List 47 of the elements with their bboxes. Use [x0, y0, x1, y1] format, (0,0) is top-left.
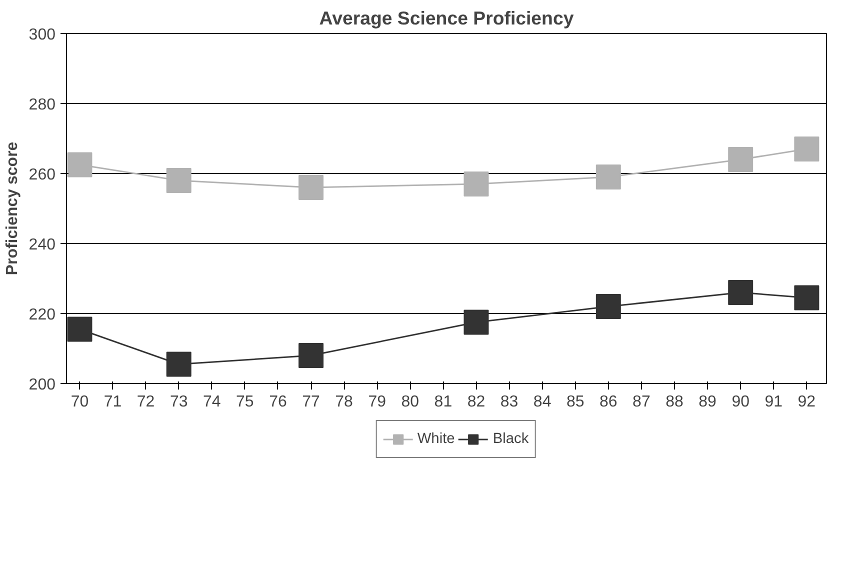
point — [728, 280, 754, 305]
point — [794, 285, 820, 310]
point — [464, 310, 489, 335]
y-tick-label: 260 — [28, 166, 56, 184]
x-tick-label: 74 — [202, 394, 221, 410]
point — [728, 147, 754, 172]
x-tick-label: 71 — [104, 394, 122, 410]
point — [298, 175, 324, 200]
point — [464, 172, 489, 196]
chart-title: Average Science Proficiency — [319, 8, 574, 28]
x-tick-label: 88 — [666, 394, 684, 410]
x-tick-label: 85 — [566, 394, 584, 410]
x-tick-label: 87 — [632, 394, 650, 410]
x-tick-label: 91 — [764, 394, 783, 410]
y-axis-title: Proficiency score — [4, 142, 21, 276]
x-tick-label: 70 — [70, 394, 89, 410]
x-tick-label: 75 — [236, 394, 254, 410]
x-tick-label: 81 — [434, 394, 452, 410]
x-tick-label: 80 — [401, 394, 420, 410]
x-tick-label: 84 — [533, 394, 552, 410]
x-tick-label: 82 — [467, 394, 486, 410]
x-tick-label: 76 — [269, 394, 287, 410]
x-tick-label: 92 — [798, 394, 816, 410]
point — [67, 316, 92, 342]
x-tick-label: 78 — [335, 394, 354, 410]
point — [298, 343, 324, 368]
x-tick-label: 73 — [170, 394, 188, 410]
x-tick-label: 72 — [136, 394, 155, 410]
y-tick-label: 200 — [28, 376, 56, 394]
legend-label: Black — [492, 431, 529, 447]
point — [596, 164, 621, 190]
point — [596, 294, 621, 319]
point — [166, 352, 192, 377]
x-tick-label: 83 — [500, 394, 518, 410]
point — [67, 152, 92, 178]
x-tick-label: 90 — [732, 394, 750, 410]
legend-label: White — [417, 431, 455, 447]
point — [794, 136, 820, 162]
y-tick-label: 220 — [28, 306, 56, 324]
y-tick-label: 300 — [28, 26, 56, 44]
point — [166, 168, 192, 193]
x-tick-label: 86 — [600, 394, 618, 410]
x-tick-label: 79 — [368, 394, 386, 410]
x-tick-label: 77 — [302, 394, 320, 410]
y-tick-label: 280 — [28, 96, 56, 114]
x-tick-label: 89 — [698, 394, 717, 410]
y-tick-label: 240 — [28, 236, 56, 254]
